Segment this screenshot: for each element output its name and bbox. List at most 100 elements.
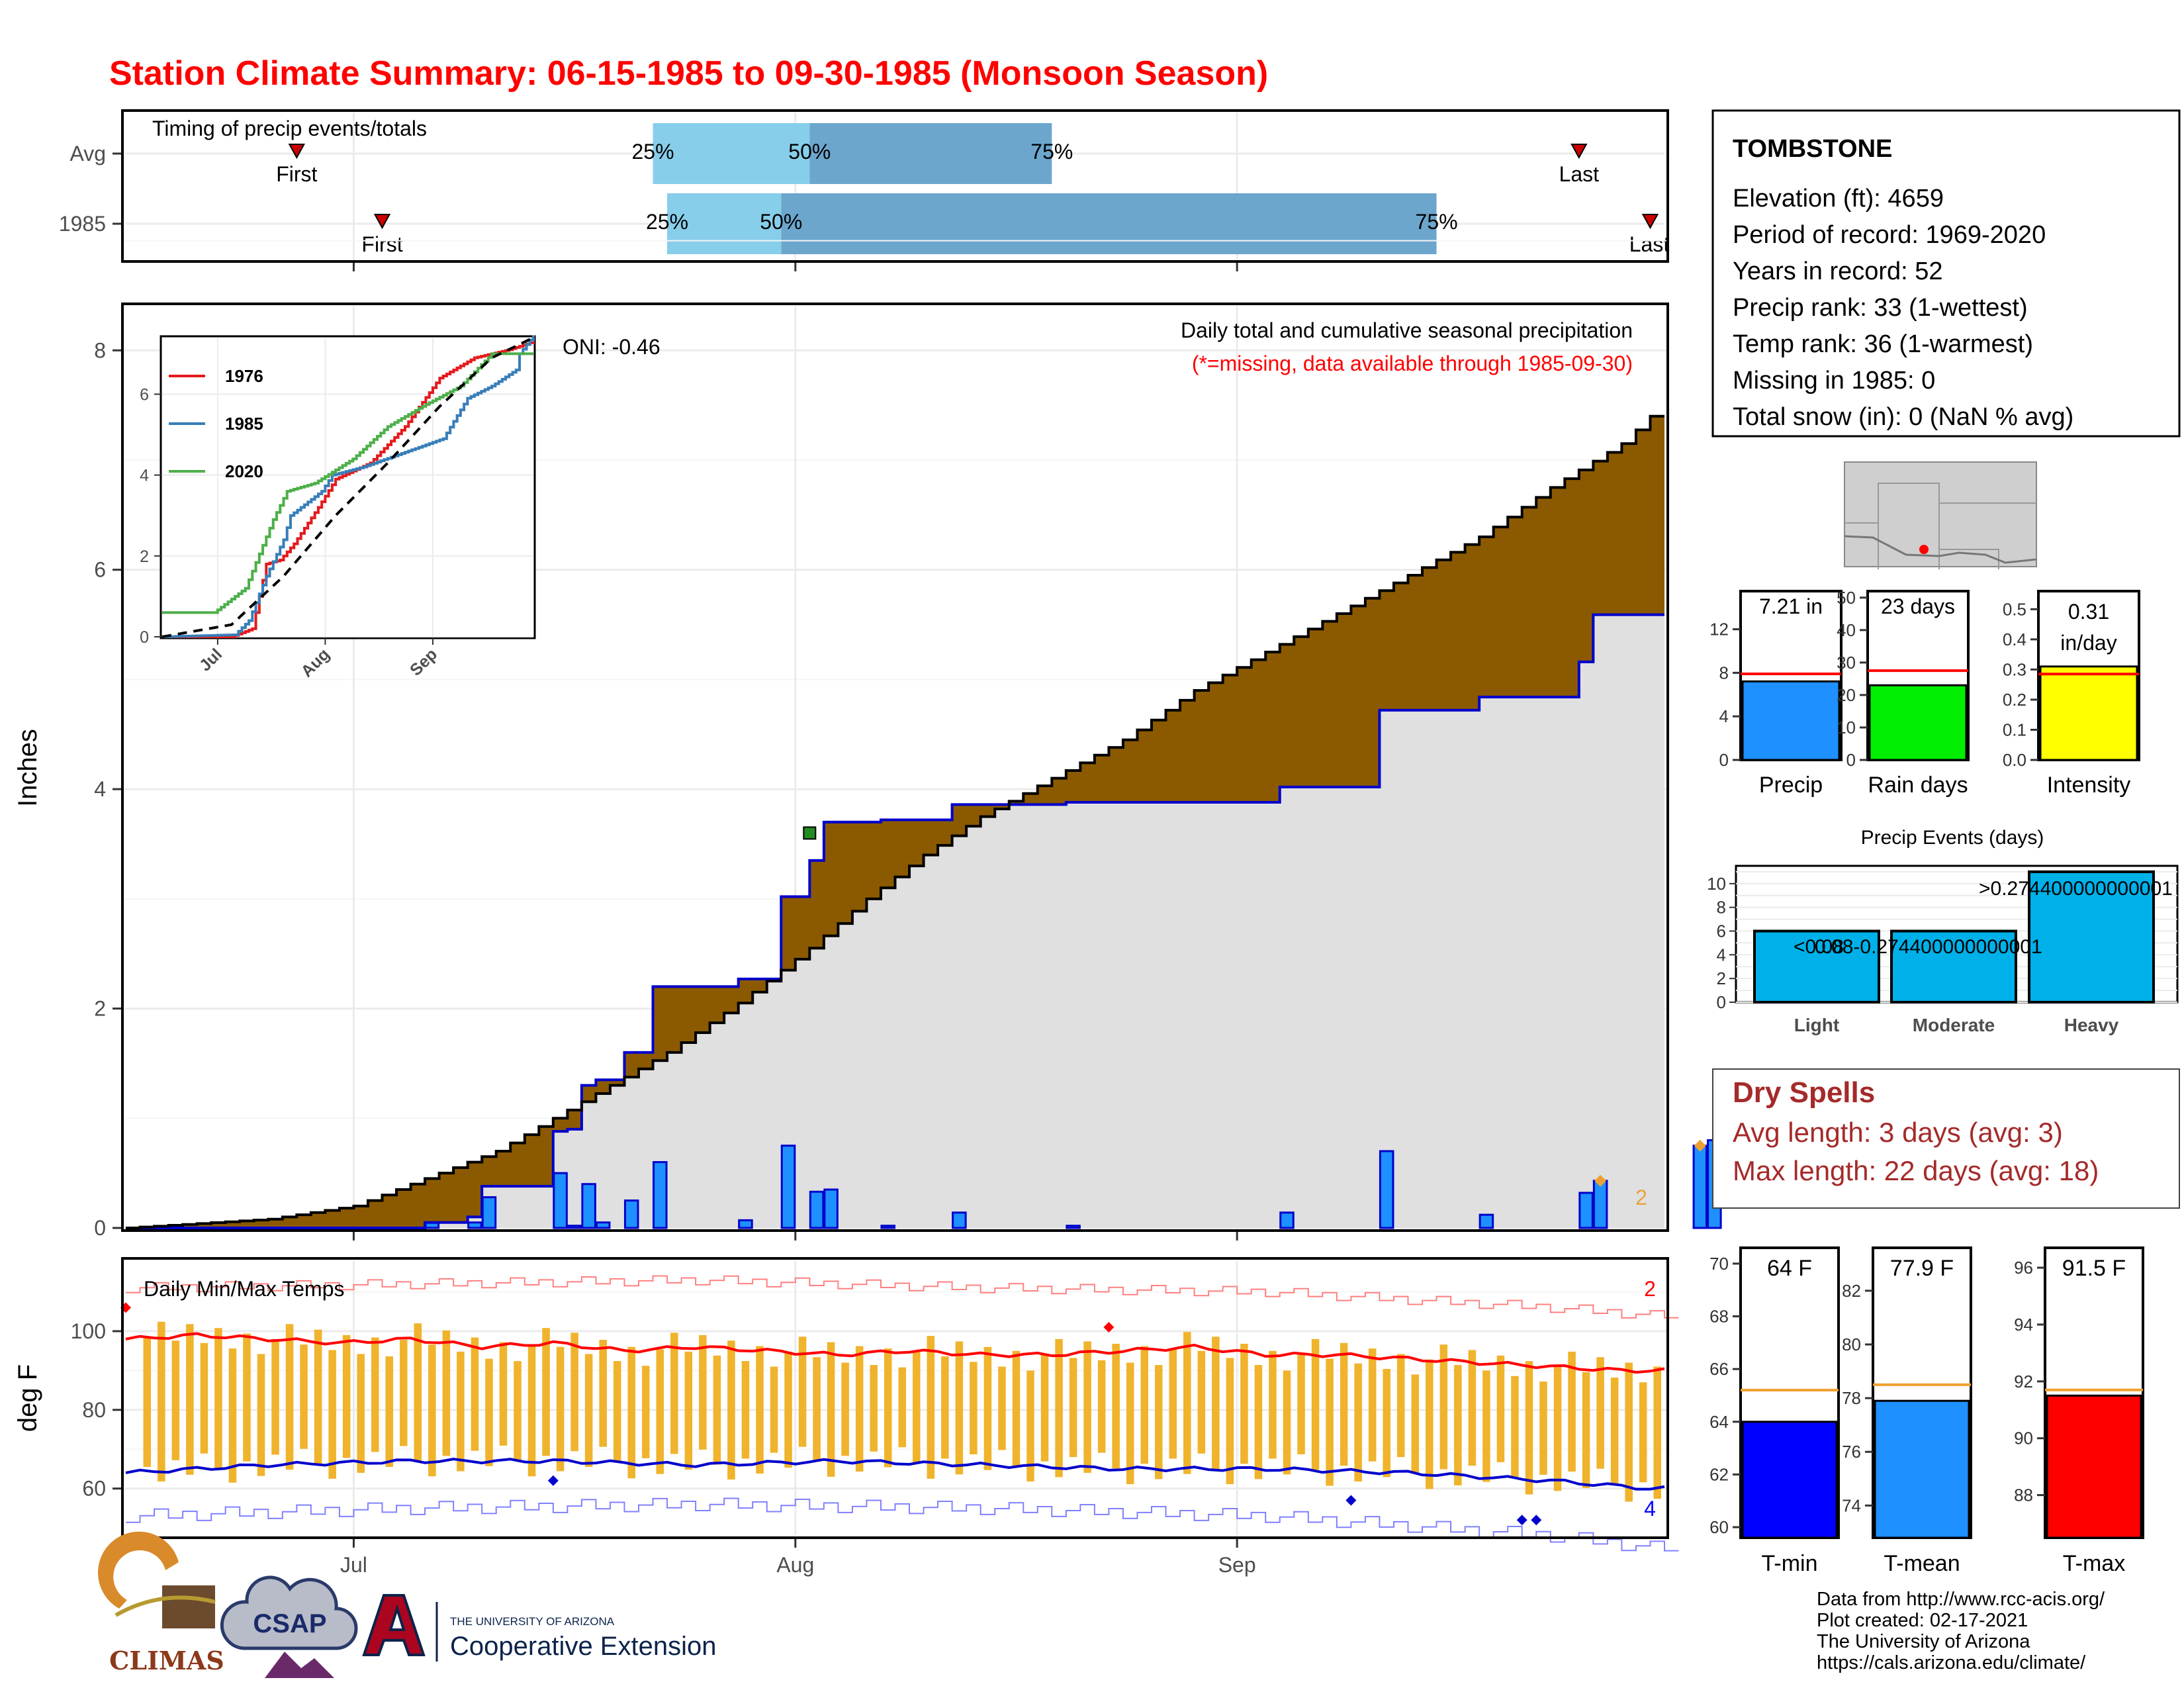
daily-temp-bar xyxy=(642,1366,650,1458)
daily-precip-bar xyxy=(595,1221,611,1229)
daily-temp-bar xyxy=(1383,1369,1390,1477)
inset-ytick-label: 4 xyxy=(140,467,149,485)
summary-ytick-label: 40 xyxy=(1837,620,1856,640)
daily-temp-bar xyxy=(998,1366,1006,1450)
record-low-marker xyxy=(547,1475,559,1486)
events-category-label: Heavy xyxy=(2064,1015,2119,1035)
record-high-line xyxy=(126,1275,1679,1319)
temp-summary-ytick-label: 94 xyxy=(2014,1315,2033,1335)
daily-temp-bar xyxy=(1368,1348,1377,1462)
daily-temp-bar xyxy=(428,1344,436,1477)
daily-temp-bar xyxy=(627,1346,635,1479)
summary-bar-label: Precip xyxy=(1759,773,1823,798)
temp-summary-ytick-label: 92 xyxy=(2014,1372,2033,1391)
inset-legend-label: 1976 xyxy=(225,366,263,386)
summary-ytick-label: 4 xyxy=(1719,706,1729,726)
daily-precip-bar xyxy=(567,1225,582,1229)
temp-xtick-label: Aug xyxy=(776,1553,814,1577)
timing-last-marker xyxy=(1570,144,1588,160)
csap-logo-text: CSAP xyxy=(253,1609,326,1638)
daily-temp-bar xyxy=(542,1328,550,1456)
timing-last-label: Last xyxy=(1559,162,1600,186)
daily-temp-bar xyxy=(1482,1370,1490,1482)
daily-temp-bar xyxy=(1240,1343,1248,1464)
daily-temp-bar xyxy=(1026,1370,1034,1481)
daily-temp-bar xyxy=(285,1324,294,1470)
summary-ytick-label: 0.0 xyxy=(2003,750,2026,770)
record-high-marker xyxy=(1103,1322,1115,1333)
station-detail-line: Total snow (in): 0 (NaN % avg) xyxy=(1733,403,2073,431)
daily-temp-bar xyxy=(371,1337,379,1452)
summary-ytick-label: 12 xyxy=(1709,620,1729,639)
timing-bar-25-50 xyxy=(653,123,810,184)
daily-temp-bar xyxy=(713,1355,721,1465)
temp-summary-ytick-label: 70 xyxy=(1709,1254,1729,1274)
temp-summary-ytick-label: 90 xyxy=(2014,1429,2033,1448)
summary-ytick-label: 10 xyxy=(1837,718,1856,737)
daily-temp-bar xyxy=(442,1330,451,1456)
daily-temp-bar xyxy=(1283,1370,1291,1475)
daily-temp-bar xyxy=(1326,1358,1334,1486)
csap-logo: CSAP xyxy=(220,1575,358,1678)
temp-summary-value: 77.9 F xyxy=(1890,1256,1954,1281)
daily-temp-bar xyxy=(1183,1332,1191,1474)
summary-bar xyxy=(2039,665,2138,761)
daily-temp-bar xyxy=(271,1338,279,1455)
daily-temp-bar xyxy=(514,1361,522,1462)
daily-temp-bar xyxy=(983,1346,992,1470)
timing-p25-label: 25% xyxy=(632,140,674,164)
precip-panel-title: Daily total and cumulative seasonal prec… xyxy=(1181,318,1633,342)
temp-summary-label: T-mean xyxy=(1884,1551,1960,1576)
daily-precip-bar xyxy=(738,1219,753,1229)
daily-temp-bar xyxy=(1226,1358,1234,1485)
events-category-label: Light xyxy=(1794,1015,1839,1035)
temp-panel-frame xyxy=(121,1257,1669,1539)
csap-mountain-icon xyxy=(265,1652,334,1678)
summary-value-label: in/day xyxy=(2060,631,2116,655)
daily-temp-bar xyxy=(1354,1363,1362,1481)
daily-temp-bar xyxy=(756,1346,764,1474)
timing-row-label: Avg xyxy=(69,142,106,165)
daily-temp-bar xyxy=(1610,1378,1619,1485)
daily-temp-bar xyxy=(841,1362,849,1456)
summary-bar xyxy=(1868,684,1968,761)
oni-label: ONI: -0.46 xyxy=(563,335,660,359)
temp-panel-title: Daily Min/Max Temps xyxy=(144,1277,344,1301)
station-detail-line: Precip rank: 33 (1-wettest) xyxy=(1733,294,2028,322)
summary-value-label: 0.31 xyxy=(2068,600,2109,624)
summary-ytick-label: 30 xyxy=(1837,653,1856,673)
daily-temp-bar xyxy=(1126,1362,1134,1485)
figure-title: Station Climate Summary: 06-15-1985 to 0… xyxy=(109,54,1268,93)
temp-ytick-label: 60 xyxy=(82,1477,106,1501)
timing-bar-25-50 xyxy=(667,193,782,254)
map-frame xyxy=(1844,461,2037,567)
inset-ytick-label: 2 xyxy=(140,547,149,566)
daily-temp-bar xyxy=(1040,1354,1049,1462)
temp-content: 60 80 100 Jul Aug Sep xyxy=(71,1260,1679,1577)
daily-precip-bar xyxy=(809,1190,825,1229)
summary-ytick-label: 0.3 xyxy=(2003,659,2026,679)
daily-temp-bar xyxy=(1625,1362,1633,1502)
events-bar xyxy=(1753,929,1880,1004)
avg-tmax-line xyxy=(125,1332,1665,1374)
climas-swoosh-icon xyxy=(114,1595,216,1617)
cumulative-1985-area xyxy=(126,614,1664,1228)
credits-block: Data from http://www.rcc-acis.org/Plot c… xyxy=(1817,1589,2105,1673)
summary-ytick-label: 0 xyxy=(1846,750,1856,770)
events-bar xyxy=(2028,870,2155,1004)
inset-legend-label: 2020 xyxy=(225,461,263,481)
timing-content: Avg 25% 50% 75% First Last 1985 25% 50% 75% First L… xyxy=(59,113,1669,271)
daily-temp-bar xyxy=(613,1361,621,1463)
crossover-marker xyxy=(803,826,817,840)
daily-temp-bar xyxy=(1269,1350,1277,1459)
events-ytick-label: 10 xyxy=(1707,874,1726,894)
climas-mesa-icon xyxy=(162,1585,215,1628)
timing-p50-label: 50% xyxy=(760,210,802,234)
daily-temp-bar xyxy=(1083,1341,1091,1473)
station-box-frame xyxy=(1711,109,2181,438)
daily-temp-bar xyxy=(1596,1357,1604,1469)
daily-temp-bar xyxy=(400,1340,408,1446)
daily-temp-bar xyxy=(228,1348,237,1483)
timing-panel-frame xyxy=(121,109,1669,263)
